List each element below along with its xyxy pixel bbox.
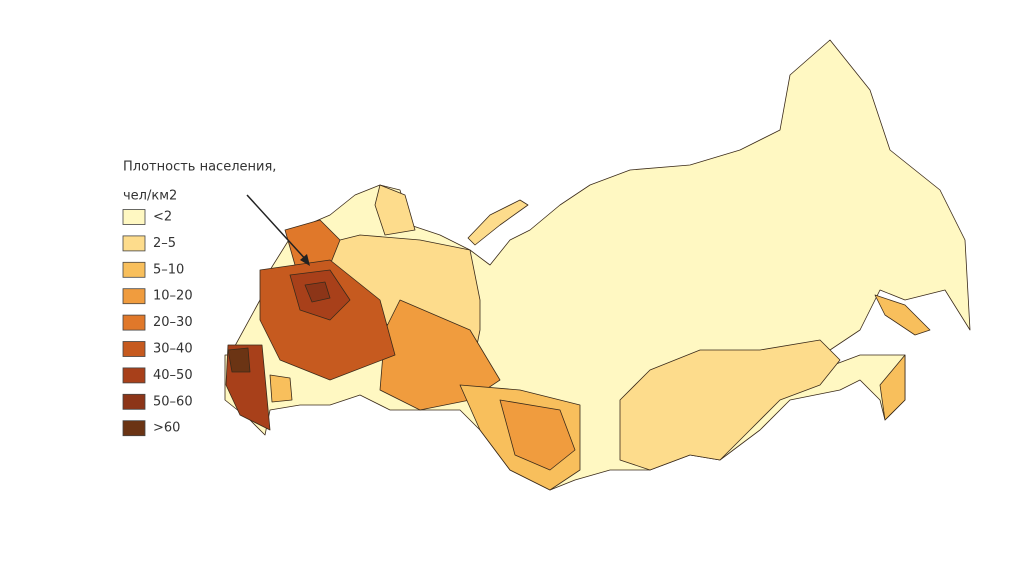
region bbox=[874, 294, 931, 336]
region bbox=[879, 354, 906, 421]
russia-map bbox=[224, 39, 971, 491]
region bbox=[269, 374, 293, 403]
legend-swatch bbox=[122, 341, 146, 357]
region bbox=[227, 347, 251, 373]
legend-label: 30–40 bbox=[153, 342, 193, 357]
region bbox=[304, 281, 331, 303]
region bbox=[499, 399, 576, 471]
legend-label: <2 bbox=[153, 210, 172, 225]
legend-label: 40–50 bbox=[153, 368, 193, 383]
legend-label: 5–10 bbox=[153, 262, 184, 277]
region bbox=[619, 339, 841, 471]
legend-label: 2–5 bbox=[153, 236, 176, 251]
region bbox=[284, 219, 341, 266]
legend-label: 50–60 bbox=[153, 394, 193, 409]
region bbox=[259, 259, 396, 381]
legend-unit: чел/км2 bbox=[123, 189, 177, 204]
legend-label: 10–20 bbox=[153, 289, 193, 304]
legend-label: 20–30 bbox=[153, 315, 193, 330]
legend-swatch bbox=[122, 314, 146, 331]
legend: <2 2–5 5–10 10–20 20–30 30–40 40–50 50–60 >60 bbox=[122, 209, 193, 437]
arrow-head bbox=[300, 254, 310, 266]
pointer-arrow bbox=[246, 194, 309, 263]
legend-swatch bbox=[122, 288, 146, 305]
legend-swatch bbox=[122, 235, 146, 252]
legend-swatch bbox=[122, 261, 146, 278]
region bbox=[467, 199, 529, 246]
legend-swatch bbox=[122, 209, 146, 225]
legend-label: >60 bbox=[153, 421, 180, 436]
legend-swatch bbox=[122, 393, 146, 410]
legend-swatch bbox=[122, 367, 146, 384]
region bbox=[374, 184, 416, 236]
legend-title: Плотность населения, bbox=[123, 160, 276, 175]
legend-swatch bbox=[122, 420, 146, 437]
